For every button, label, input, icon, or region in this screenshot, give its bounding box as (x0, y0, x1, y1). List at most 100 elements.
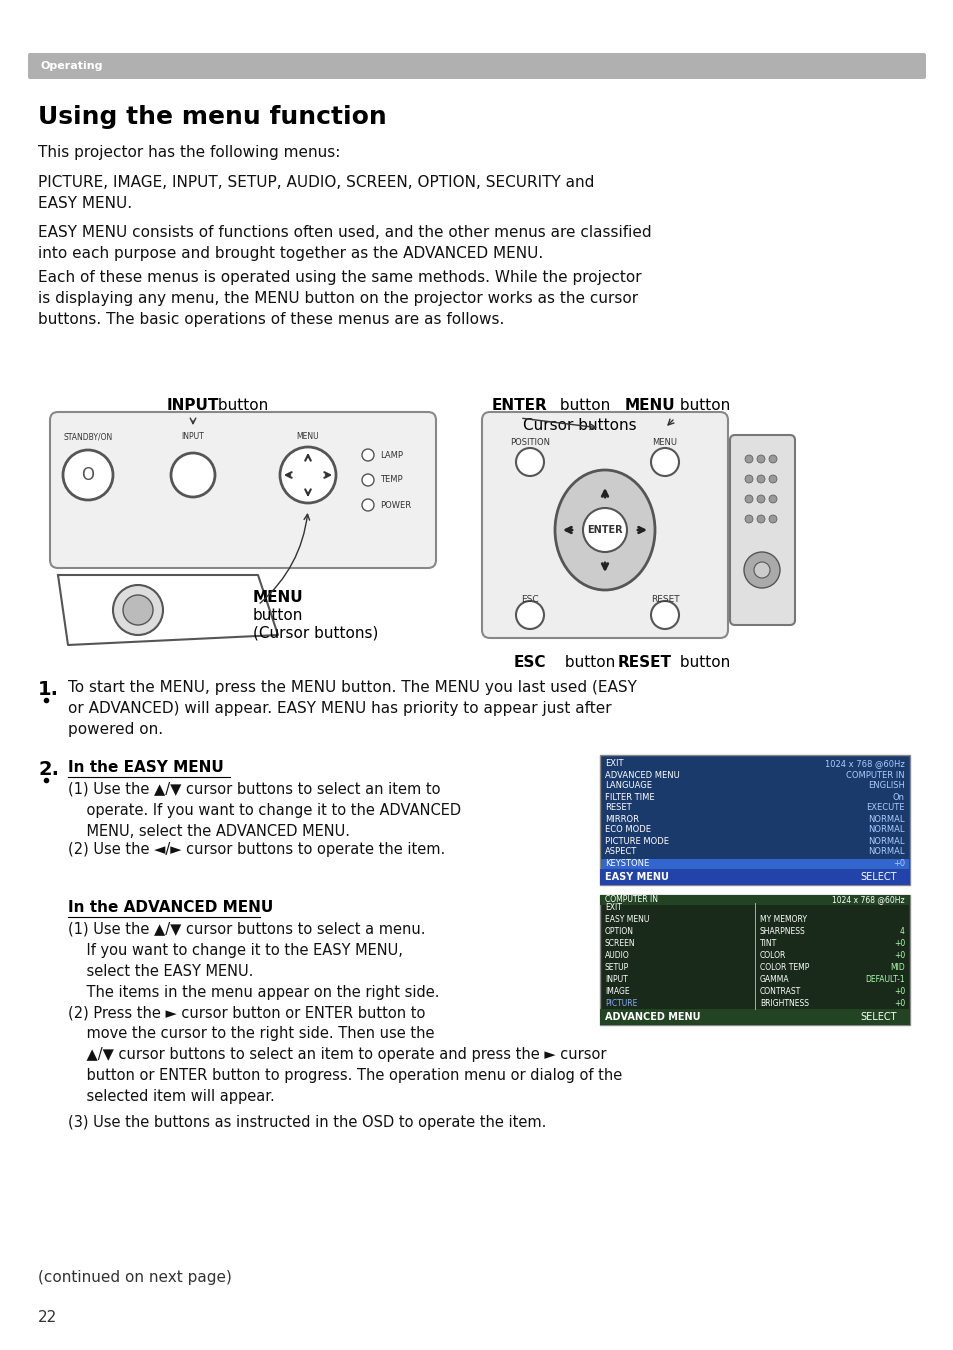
Text: button: button (675, 398, 729, 413)
Text: (1) Use the ▲/▼ cursor buttons to select a menu.
    If you want to change it to: (1) Use the ▲/▼ cursor buttons to select… (68, 922, 439, 1000)
Text: ESC: ESC (520, 595, 538, 603)
Text: This projector has the following menus:: This projector has the following menus: (38, 144, 340, 161)
Text: LAMP: LAMP (379, 451, 402, 459)
Circle shape (757, 475, 764, 483)
Text: button: button (253, 608, 303, 622)
Text: INPUT: INPUT (604, 975, 627, 984)
Circle shape (757, 514, 764, 522)
Text: EXIT: EXIT (604, 760, 623, 768)
FancyBboxPatch shape (599, 1008, 909, 1025)
Text: (2) Press the ► cursor button or ENTER button to
    move the cursor to the righ: (2) Press the ► cursor button or ENTER b… (68, 1004, 621, 1104)
Text: RESET: RESET (650, 595, 679, 603)
Text: EASY MENU: EASY MENU (604, 872, 668, 882)
Text: MY MEMORY: MY MEMORY (760, 914, 806, 923)
Circle shape (744, 455, 752, 463)
Text: KEYSTONE: KEYSTONE (604, 859, 649, 868)
Text: SELECT: SELECT (859, 1012, 896, 1022)
Text: ENGLISH: ENGLISH (867, 782, 904, 791)
Text: On: On (892, 792, 904, 802)
Text: BRIGHTNESS: BRIGHTNESS (760, 999, 808, 1007)
Text: EXECUTE: EXECUTE (865, 803, 904, 813)
FancyBboxPatch shape (599, 895, 909, 905)
Text: MIRROR: MIRROR (604, 814, 639, 824)
Text: COLOR: COLOR (760, 950, 785, 960)
Circle shape (516, 448, 543, 477)
Text: ASPECT: ASPECT (604, 848, 637, 856)
Text: MID: MID (889, 963, 904, 972)
Circle shape (63, 450, 112, 500)
Text: Each of these menus is operated using the same methods. While the projector
is d: Each of these menus is operated using th… (38, 270, 641, 327)
Text: ENTER: ENTER (587, 525, 622, 535)
Text: DEFAULT-1: DEFAULT-1 (864, 975, 904, 984)
Ellipse shape (555, 470, 655, 590)
Text: CONTRAST: CONTRAST (760, 987, 801, 995)
FancyBboxPatch shape (729, 435, 794, 625)
FancyBboxPatch shape (599, 869, 909, 886)
Circle shape (123, 595, 152, 625)
Text: POSITION: POSITION (510, 437, 550, 447)
Circle shape (650, 601, 679, 629)
Circle shape (171, 454, 214, 497)
Text: EASY MENU: EASY MENU (604, 914, 649, 923)
Text: OPTION: OPTION (604, 926, 634, 936)
Text: Using the menu function: Using the menu function (38, 105, 386, 130)
FancyBboxPatch shape (28, 53, 925, 80)
Text: ENTER: ENTER (492, 398, 547, 413)
FancyBboxPatch shape (599, 895, 909, 1025)
Text: INPUT: INPUT (167, 398, 219, 413)
Text: (3) Use the buttons as instructed in the OSD to operate the item.: (3) Use the buttons as instructed in the… (68, 1115, 546, 1130)
Text: LANGUAGE: LANGUAGE (604, 782, 651, 791)
Text: INPUT: INPUT (181, 432, 204, 441)
Text: NORMAL: NORMAL (867, 837, 904, 845)
Text: PICTURE: PICTURE (604, 999, 637, 1007)
Text: (continued on next page): (continued on next page) (38, 1270, 232, 1285)
Text: TEMP: TEMP (379, 475, 402, 485)
Text: +0: +0 (893, 999, 904, 1007)
Text: SHARPNESS: SHARPNESS (760, 926, 805, 936)
Text: ESC: ESC (514, 655, 546, 670)
Text: TINT: TINT (760, 938, 777, 948)
Text: MENU: MENU (253, 590, 303, 605)
Circle shape (280, 447, 335, 504)
Text: PICTURE, IMAGE, INPUT, SETUP, AUDIO, SCREEN, OPTION, SECURITY and
EASY MENU.: PICTURE, IMAGE, INPUT, SETUP, AUDIO, SCR… (38, 176, 594, 211)
FancyBboxPatch shape (50, 412, 436, 568)
Text: POWER: POWER (379, 501, 411, 509)
Text: STANDBY/ON: STANDBY/ON (63, 432, 112, 441)
Text: MENU: MENU (652, 437, 677, 447)
Text: +0: +0 (893, 938, 904, 948)
Text: FILTER TIME: FILTER TIME (604, 792, 654, 802)
Text: ECO MODE: ECO MODE (604, 825, 650, 834)
Text: RESET: RESET (604, 803, 631, 813)
Circle shape (753, 562, 769, 578)
Circle shape (744, 495, 752, 504)
Text: (1) Use the ▲/▼ cursor buttons to select an item to
    operate. If you want to : (1) Use the ▲/▼ cursor buttons to select… (68, 782, 460, 838)
Text: 1024 x 768 @60Hz: 1024 x 768 @60Hz (832, 895, 904, 905)
Text: 1.: 1. (38, 680, 59, 699)
Text: SCREEN: SCREEN (604, 938, 635, 948)
Text: +0: +0 (893, 987, 904, 995)
Text: button: button (559, 655, 615, 670)
Text: In the ADVANCED MENU: In the ADVANCED MENU (68, 900, 273, 915)
Text: EASY MENU consists of functions often used, and the other menus are classified
i: EASY MENU consists of functions often us… (38, 225, 651, 261)
Text: COMPUTER IN: COMPUTER IN (845, 771, 904, 779)
Text: MENU: MENU (624, 398, 675, 413)
Text: Cursor buttons: Cursor buttons (522, 418, 637, 433)
Text: COMPUTER IN: COMPUTER IN (604, 895, 658, 905)
Text: NORMAL: NORMAL (867, 825, 904, 834)
Text: EXIT: EXIT (604, 903, 621, 911)
Text: 1024 x 768 @60Hz: 1024 x 768 @60Hz (824, 760, 904, 768)
Circle shape (361, 450, 374, 460)
Circle shape (516, 601, 543, 629)
Circle shape (361, 474, 374, 486)
Text: +0: +0 (892, 859, 904, 868)
Text: IMAGE: IMAGE (604, 987, 629, 995)
Text: MENU: MENU (296, 432, 319, 441)
Text: Operating: Operating (40, 61, 102, 72)
Text: button: button (675, 655, 729, 670)
Text: AUDIO: AUDIO (604, 950, 629, 960)
Text: 4: 4 (900, 926, 904, 936)
Text: button: button (555, 398, 610, 413)
Text: ADVANCED MENU: ADVANCED MENU (604, 771, 679, 779)
Circle shape (768, 514, 776, 522)
Text: RESET: RESET (618, 655, 671, 670)
